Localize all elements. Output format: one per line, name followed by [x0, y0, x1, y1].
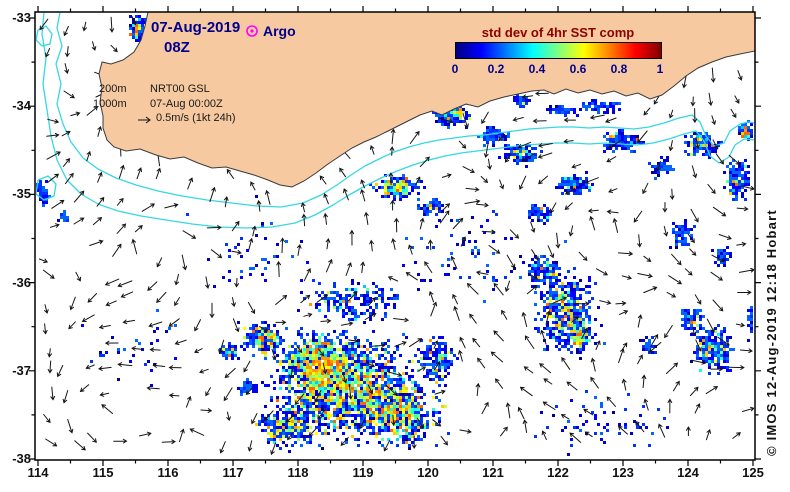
sst-stddev-speckle-layer — [36, 15, 753, 456]
x-tick-label: 121 — [482, 465, 504, 480]
colorbar-tick-label: 0.8 — [610, 62, 628, 76]
x-tick-label: 119 — [352, 465, 374, 480]
colorbar-tick-label: 0 — [451, 62, 459, 76]
colorbar — [455, 42, 662, 59]
model-name-label: NRT00 GSL — [150, 83, 210, 95]
imos-watermark: © IMOS 12-Aug-2019 12:18 Hobart — [764, 209, 779, 456]
x-tick-label: 124 — [677, 465, 699, 480]
x-tick-label: 117 — [222, 465, 244, 480]
y-tick-label: -35 — [12, 186, 31, 202]
argo-float-marker — [246, 25, 258, 37]
x-tick-label: 118 — [287, 465, 309, 480]
y-tick-label: -37 — [12, 362, 31, 378]
x-tick-label: 120 — [417, 465, 439, 480]
colorbar-title: std dev of 4hr SST comp — [481, 25, 635, 40]
colorbar-tick-label: 0.6 — [569, 62, 587, 76]
argo-label: Argo — [263, 23, 296, 39]
x-tick-label: 116 — [157, 465, 179, 480]
x-tick-label: 125 — [742, 465, 764, 480]
vector-scale-arrow-icon — [138, 116, 151, 124]
colorbar-tick-label: 0.4 — [528, 62, 546, 76]
x-tick-label: 122 — [547, 465, 569, 480]
colorbar-tick-label: 1 — [656, 62, 664, 76]
model-time-label: 07-Aug 00:00Z — [150, 98, 223, 110]
bathymetry-contour-layer — [36, 13, 754, 229]
contour-label-1000m: 1000m — [93, 98, 127, 110]
y-tick-label: -34 — [12, 98, 31, 114]
y-tick-label: -33 — [12, 10, 31, 25]
contour-label-200m: 200m — [99, 83, 127, 95]
x-tick-label: 114 — [27, 465, 49, 480]
x-tick-label: 115 — [92, 465, 114, 480]
vector-scale-label: 0.5m/s (1kt 24h) — [156, 112, 236, 124]
y-tick-label: -36 — [12, 274, 31, 290]
colorbar-tick-label: 0.2 — [487, 62, 505, 76]
analysis-hour: 08Z — [164, 39, 190, 56]
x-tick-label: 123 — [612, 465, 634, 480]
axis-ticks — [29, 6, 761, 466]
y-tick-label: -38 — [12, 451, 31, 466]
analysis-date: 07-Aug-2019 — [151, 19, 241, 36]
